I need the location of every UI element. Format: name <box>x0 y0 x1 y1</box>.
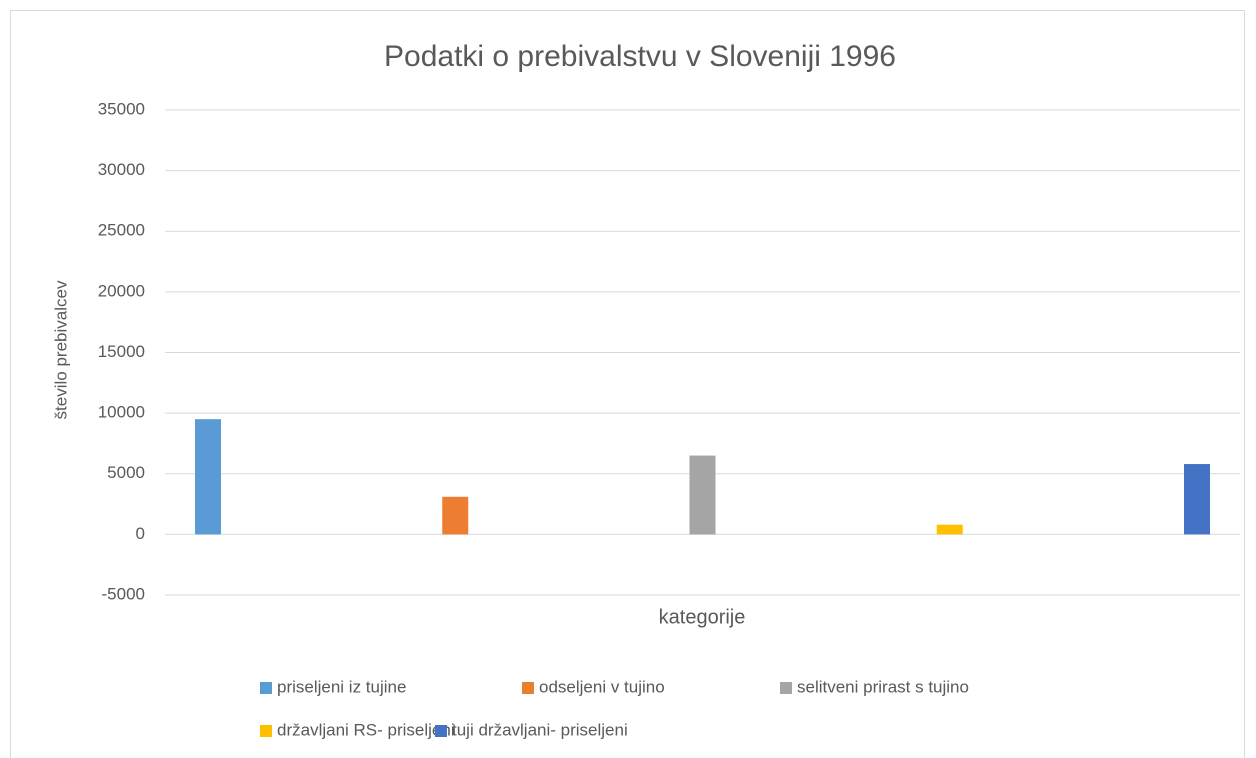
y-axis-label: število prebivalcev <box>51 280 70 419</box>
y-tick-label: 10000 <box>98 403 145 422</box>
y-tick-label: 0 <box>136 524 145 543</box>
legend-label: tuji državljani- priseljeni <box>452 720 628 739</box>
bar <box>442 496 469 535</box>
y-tick-label: 15000 <box>98 342 145 361</box>
y-tick-label: 25000 <box>98 221 145 240</box>
legend-swatch <box>260 682 272 694</box>
legend-label: priseljeni iz tujine <box>277 677 406 696</box>
chart-title: Podatki o prebivalstvu v Sloveniji 1996 <box>384 40 896 73</box>
legend-swatch <box>522 682 534 694</box>
bar <box>1184 464 1210 535</box>
legend-swatch <box>260 725 272 737</box>
legend-label: državljani RS- priseljeni <box>277 720 455 739</box>
y-tick-label: 5000 <box>107 463 145 482</box>
chart-border <box>10 10 1245 758</box>
y-tick-label: 20000 <box>98 281 145 300</box>
bar <box>195 419 221 535</box>
x-axis-label: kategorije <box>659 606 746 628</box>
legend-label: odseljeni v tujino <box>539 677 665 696</box>
bar <box>689 455 716 535</box>
y-tick-label: 30000 <box>98 160 145 179</box>
legend-swatch <box>780 682 792 694</box>
bar <box>936 524 963 535</box>
legend-swatch <box>435 725 447 737</box>
legend-label: selitveni prirast s tujino <box>797 677 969 696</box>
y-tick-label: 35000 <box>98 99 145 118</box>
y-tick-label: -5000 <box>102 584 145 603</box>
